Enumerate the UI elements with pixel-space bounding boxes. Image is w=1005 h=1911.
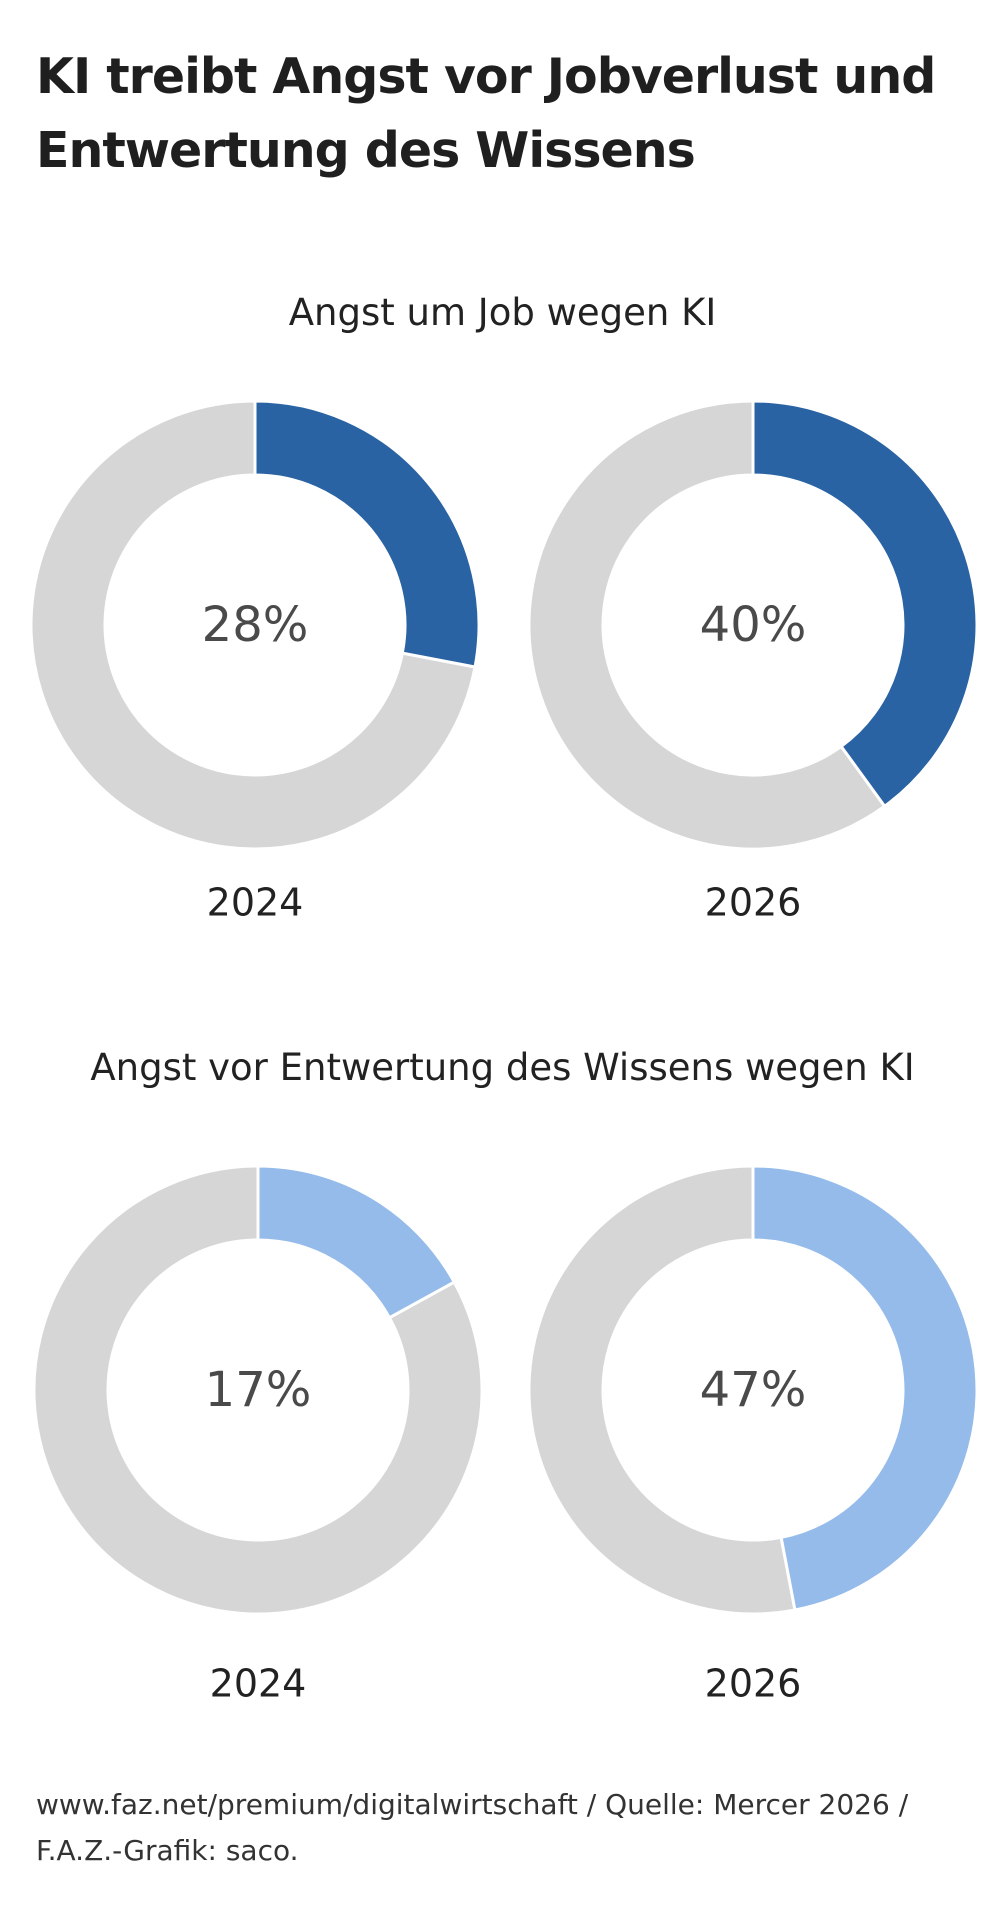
section-title-job: Angst um Job wegen KI (288, 291, 717, 334)
donut-value-segment (253, 399, 481, 669)
chart-title: KI treibt Angst vor Jobverlust und Entwe… (36, 48, 936, 179)
donut-value-segment (751, 1164, 979, 1612)
donut-value-label: 47% (700, 1362, 807, 1418)
donut-remainder-segment (32, 1164, 484, 1616)
donut-value-label: 40% (700, 597, 807, 653)
donut-year-label: 2024 (207, 881, 304, 925)
donut-value-segment (751, 399, 979, 809)
donut-remainder-segment (527, 1164, 797, 1616)
donut-year-label: 2024 (210, 1662, 307, 1706)
donut-remainder-segment (527, 399, 887, 851)
donut-value-label: 17% (205, 1362, 312, 1418)
donut-remainder-segment (29, 399, 477, 851)
donut-value-segment (256, 1164, 457, 1320)
section-title-knowledge: Angst vor Entwertung des Wissens wegen K… (90, 1046, 915, 1089)
donut-year-label: 2026 (705, 1662, 802, 1706)
donut-year-label: 2026 (705, 881, 802, 925)
donut-value-label: 28% (202, 597, 309, 653)
source-footer: www.faz.net/premium/digitalwirtschaft / … (36, 1788, 909, 1867)
